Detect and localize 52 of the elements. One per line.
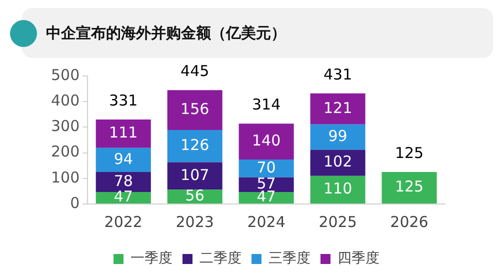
- bar: [238, 124, 294, 160]
- bar: [238, 192, 294, 204]
- data-label: 99: [328, 126, 348, 145]
- x-tick-label: 2025: [318, 212, 357, 231]
- data-label: 47: [114, 188, 133, 206]
- bar: [238, 159, 294, 178]
- x-tick-label: 2022: [104, 212, 142, 231]
- bar: [310, 150, 366, 176]
- y-tick-label: 200: [50, 142, 80, 161]
- total-label: 314: [252, 96, 281, 114]
- data-label: 111: [109, 124, 138, 142]
- data-label: 47: [256, 188, 276, 206]
- bar: [310, 93, 366, 124]
- data-label: 156: [180, 100, 210, 118]
- y-tick-label: 100: [50, 168, 80, 186]
- total-label: 331: [109, 91, 138, 110]
- bar: [167, 130, 222, 162]
- bar: [167, 162, 222, 190]
- chart-title: 中企宣布的海外并购金额（亿美元）: [46, 24, 286, 42]
- y-tick-label: 0: [70, 194, 80, 212]
- y-tick-label: 400: [50, 91, 80, 110]
- bar: [310, 176, 366, 204]
- total-label: 445: [180, 62, 210, 80]
- data-label: 121: [323, 98, 352, 117]
- data-label: 140: [252, 131, 281, 150]
- data-label: 102: [323, 152, 352, 171]
- total-label: 431: [323, 65, 352, 84]
- x-tick-label: 2023: [176, 212, 214, 231]
- bar: [96, 120, 151, 148]
- data-label: 110: [323, 180, 352, 198]
- y-tick-label: 300: [50, 117, 80, 136]
- x-tick-label: 2026: [390, 212, 428, 231]
- bar: [96, 148, 151, 172]
- bar: [96, 172, 151, 192]
- data-label: 125: [394, 178, 424, 196]
- legend-label: 三季度: [268, 250, 310, 267]
- bar: [96, 192, 151, 204]
- bar: [167, 90, 222, 130]
- bar: [310, 124, 366, 150]
- data-label: 126: [180, 136, 210, 154]
- y-tick-label: 500: [50, 66, 80, 84]
- data-label: 78: [114, 172, 133, 190]
- legend-label: 二季度: [200, 250, 242, 267]
- legend-label: 一季度: [130, 250, 172, 267]
- data-label: 94: [114, 150, 133, 168]
- bar: [382, 172, 437, 204]
- data-label: 70: [256, 158, 276, 176]
- total-label: 125: [394, 144, 424, 162]
- data-label: 56: [185, 186, 204, 204]
- data-label: 107: [180, 166, 210, 184]
- x-tick-label: 2024: [247, 212, 286, 231]
- legend-label: 四季度: [338, 250, 380, 267]
